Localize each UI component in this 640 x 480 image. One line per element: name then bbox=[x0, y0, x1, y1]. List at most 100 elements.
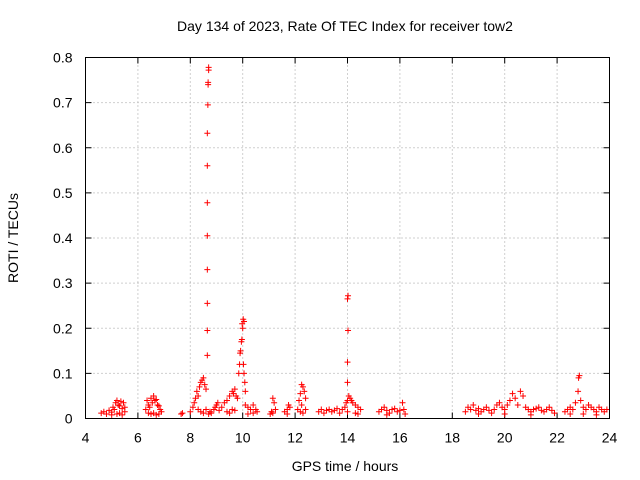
data-point bbox=[530, 406, 537, 413]
data-point bbox=[345, 292, 352, 299]
data-point bbox=[119, 411, 126, 418]
data-point bbox=[344, 359, 351, 366]
y-tick-label: 0.5 bbox=[53, 185, 73, 201]
data-point bbox=[527, 411, 534, 418]
data-point bbox=[204, 162, 211, 169]
data-point bbox=[576, 372, 583, 379]
data-point bbox=[302, 406, 309, 413]
data-point bbox=[357, 406, 364, 413]
data-point bbox=[250, 401, 257, 408]
data-point bbox=[191, 399, 198, 406]
data-point bbox=[318, 406, 325, 413]
data-point bbox=[108, 411, 115, 418]
data-point bbox=[247, 406, 254, 413]
x-tick-label: 12 bbox=[287, 430, 303, 446]
data-point bbox=[269, 395, 276, 402]
data-point bbox=[203, 406, 210, 413]
data-point bbox=[514, 401, 521, 408]
data-point bbox=[345, 327, 352, 334]
data-point bbox=[341, 404, 348, 411]
data-point bbox=[572, 399, 579, 406]
chart-title: Day 134 of 2023, Rate Of TEC Index for r… bbox=[177, 18, 513, 34]
data-point bbox=[512, 395, 519, 402]
data-point bbox=[116, 402, 123, 409]
data-point bbox=[396, 407, 403, 414]
grid-lines bbox=[85, 57, 610, 419]
data-point bbox=[196, 383, 203, 390]
data-point bbox=[144, 397, 151, 404]
data-point bbox=[117, 398, 124, 405]
data-point bbox=[577, 397, 584, 404]
data-point bbox=[142, 406, 149, 413]
data-point bbox=[254, 408, 261, 415]
tick-labels: 4 6 8 10 12 14 16 18 20 22 24 0 0.1 0.2 0.3 0.4 0.5 0.6 0.… bbox=[53, 50, 617, 446]
data-point bbox=[323, 407, 330, 414]
data-point bbox=[235, 370, 242, 377]
data-point bbox=[509, 390, 516, 397]
data-point bbox=[394, 408, 401, 415]
data-point bbox=[336, 410, 343, 417]
data-point bbox=[593, 411, 600, 418]
data-point bbox=[488, 410, 495, 417]
data-point bbox=[226, 392, 233, 399]
data-point bbox=[328, 408, 335, 415]
data-point bbox=[242, 388, 249, 395]
data-point bbox=[189, 404, 196, 411]
data-point bbox=[155, 402, 162, 409]
data-point bbox=[603, 406, 610, 413]
data-point bbox=[204, 327, 211, 334]
x-tick-label: 22 bbox=[549, 430, 565, 446]
data-point bbox=[203, 386, 210, 393]
data-point bbox=[200, 410, 207, 417]
data-point bbox=[239, 325, 246, 332]
data-point bbox=[195, 392, 202, 399]
data-point bbox=[193, 388, 200, 395]
data-point bbox=[535, 404, 542, 411]
data-point bbox=[178, 410, 185, 417]
data-point bbox=[569, 406, 576, 413]
data-point bbox=[402, 410, 409, 417]
data-point bbox=[271, 399, 278, 406]
data-point bbox=[520, 392, 527, 399]
x-tick-label: 10 bbox=[235, 430, 251, 446]
data-point bbox=[538, 407, 545, 414]
data-point bbox=[241, 379, 248, 386]
data-point bbox=[268, 408, 275, 415]
data-point bbox=[205, 79, 212, 86]
x-axis-label: GPS time / hours bbox=[292, 458, 399, 474]
x-tick-label: 6 bbox=[134, 430, 142, 446]
data-point bbox=[146, 404, 153, 411]
data-point bbox=[204, 300, 211, 307]
y-tick-label: 0 bbox=[65, 411, 73, 427]
data-point bbox=[113, 410, 120, 417]
data-point bbox=[226, 410, 233, 417]
x-tick-label: 14 bbox=[340, 430, 356, 446]
data-point bbox=[400, 406, 407, 413]
data-point bbox=[582, 406, 589, 413]
data-point bbox=[223, 408, 230, 415]
data-point bbox=[272, 406, 279, 413]
data-point bbox=[204, 352, 211, 359]
data-point bbox=[153, 411, 160, 418]
x-tick-label: 4 bbox=[82, 430, 90, 446]
data-point bbox=[205, 64, 212, 71]
data-point bbox=[216, 407, 223, 414]
data-point bbox=[462, 408, 469, 415]
data-point bbox=[98, 410, 105, 417]
x-tick-label: 16 bbox=[392, 430, 408, 446]
data-point bbox=[238, 336, 245, 343]
data-point bbox=[344, 408, 351, 415]
plot-frame bbox=[85, 57, 610, 419]
data-point bbox=[240, 361, 247, 368]
data-point bbox=[299, 410, 306, 417]
data-point bbox=[154, 401, 161, 408]
data-point bbox=[229, 406, 236, 413]
data-point bbox=[299, 383, 306, 390]
data-point bbox=[546, 404, 553, 411]
data-point bbox=[533, 405, 540, 412]
data-point bbox=[148, 410, 154, 417]
data-point bbox=[344, 379, 351, 386]
data-point bbox=[399, 399, 406, 406]
data-point bbox=[269, 410, 276, 417]
data-point bbox=[121, 408, 128, 415]
